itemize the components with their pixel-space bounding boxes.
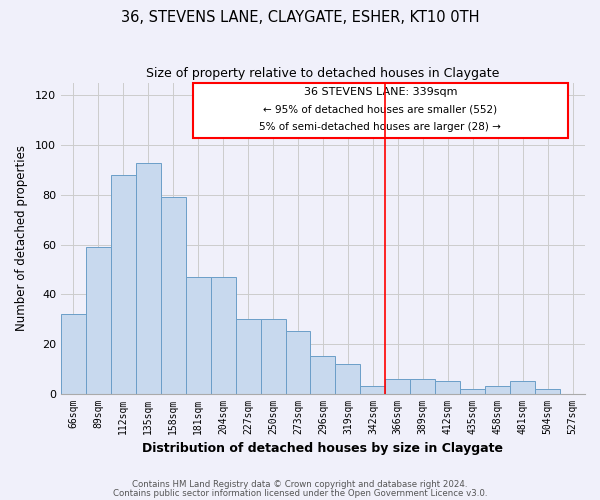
Bar xyxy=(236,319,260,394)
Text: 36, STEVENS LANE, CLAYGATE, ESHER, KT10 0TH: 36, STEVENS LANE, CLAYGATE, ESHER, KT10 … xyxy=(121,10,479,25)
Bar xyxy=(186,277,211,394)
Bar xyxy=(385,378,410,394)
Text: ← 95% of detached houses are smaller (552): ← 95% of detached houses are smaller (55… xyxy=(263,104,497,114)
Text: 5% of semi-detached houses are larger (28) →: 5% of semi-detached houses are larger (2… xyxy=(259,122,502,132)
Bar xyxy=(435,381,460,394)
Text: 36 STEVENS LANE: 339sqm: 36 STEVENS LANE: 339sqm xyxy=(304,86,457,97)
Bar xyxy=(86,247,111,394)
Y-axis label: Number of detached properties: Number of detached properties xyxy=(15,146,28,332)
Bar xyxy=(111,175,136,394)
Bar xyxy=(485,386,510,394)
Bar xyxy=(286,332,310,394)
Bar xyxy=(136,162,161,394)
Bar xyxy=(460,388,485,394)
Text: Contains HM Land Registry data © Crown copyright and database right 2024.: Contains HM Land Registry data © Crown c… xyxy=(132,480,468,489)
Bar xyxy=(310,356,335,394)
FancyBboxPatch shape xyxy=(193,83,568,138)
Bar xyxy=(535,388,560,394)
Bar xyxy=(260,319,286,394)
Bar xyxy=(335,364,361,394)
Bar xyxy=(161,198,186,394)
Bar xyxy=(410,378,435,394)
Bar xyxy=(510,381,535,394)
Text: Contains public sector information licensed under the Open Government Licence v3: Contains public sector information licen… xyxy=(113,490,487,498)
X-axis label: Distribution of detached houses by size in Claygate: Distribution of detached houses by size … xyxy=(142,442,503,455)
Title: Size of property relative to detached houses in Claygate: Size of property relative to detached ho… xyxy=(146,68,500,80)
Bar xyxy=(361,386,385,394)
Bar xyxy=(61,314,86,394)
Bar xyxy=(211,277,236,394)
